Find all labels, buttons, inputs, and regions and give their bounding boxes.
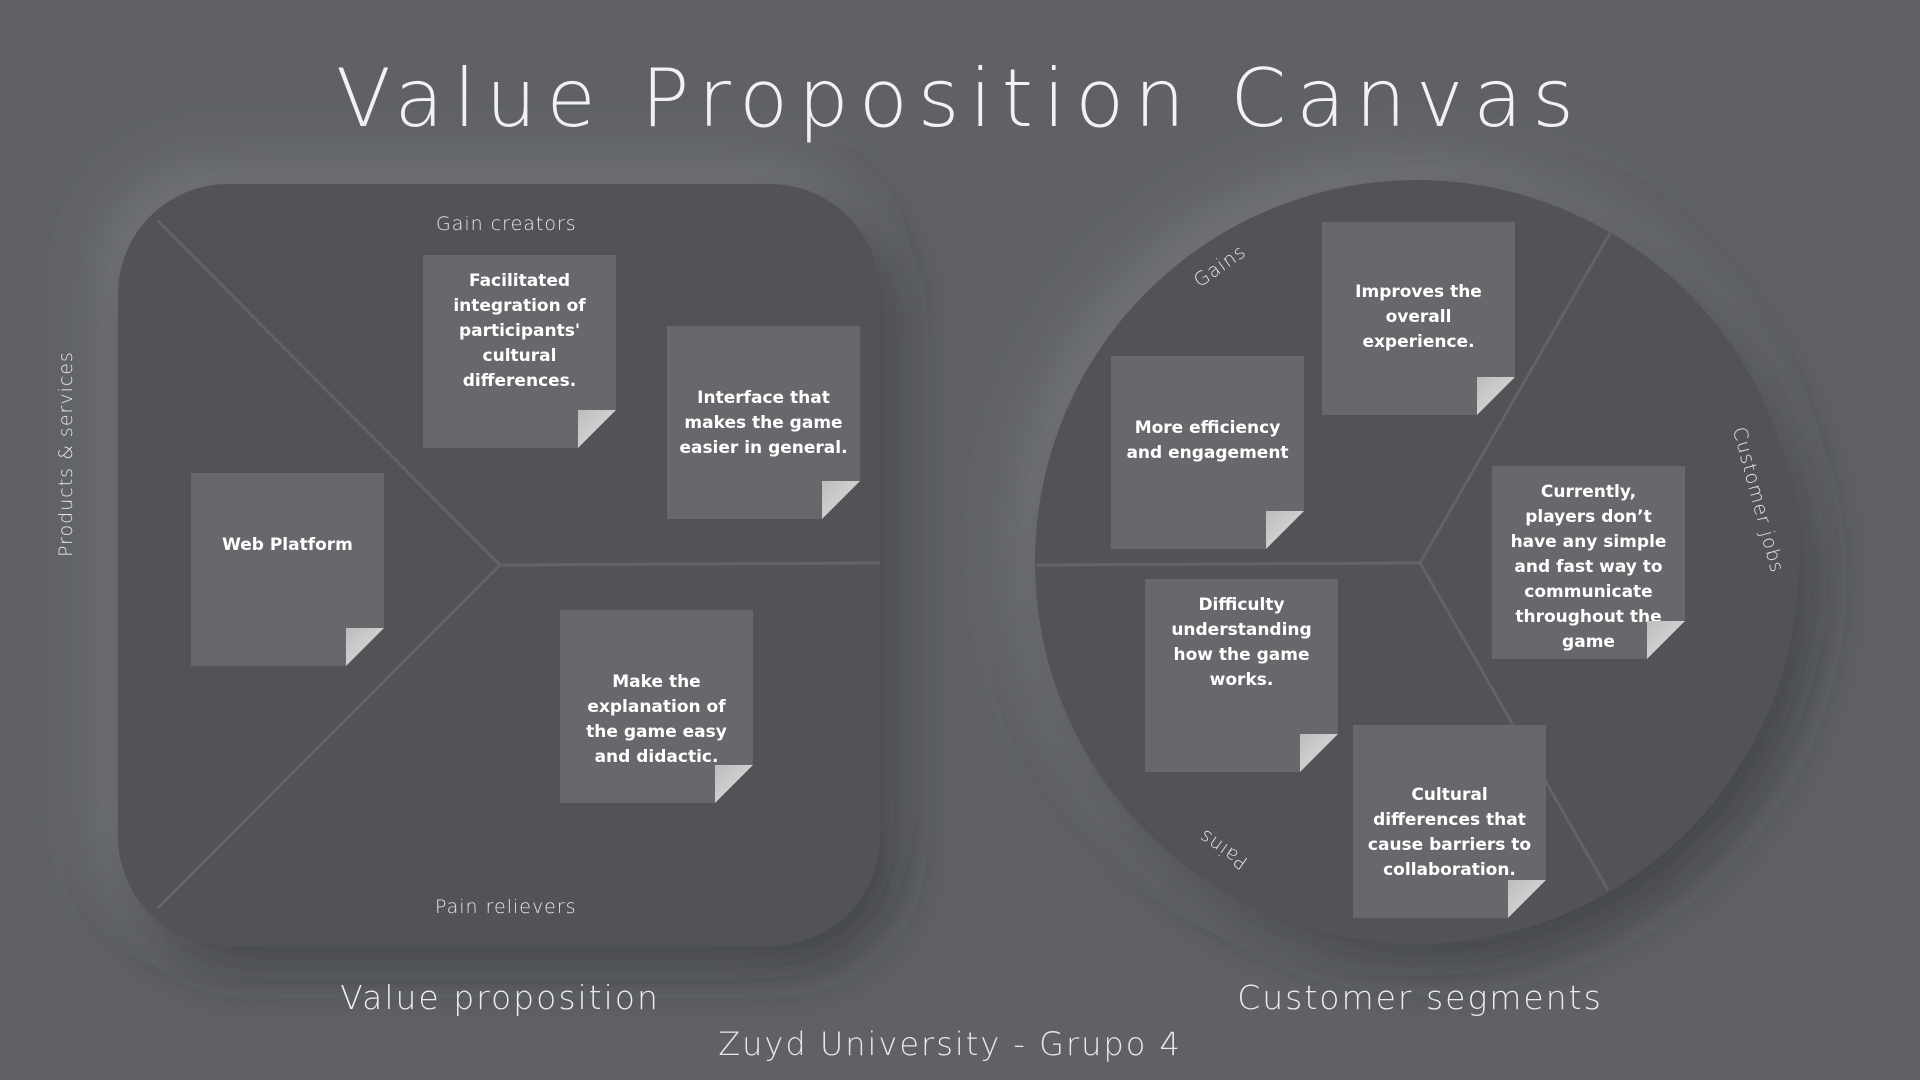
value-proposition-caption: Value proposition xyxy=(340,978,660,1017)
gain-creators-label: Gain creators xyxy=(436,213,577,235)
note-text: Cultural differences that cause barriers… xyxy=(1367,785,1532,880)
note-text: More efficiency and engagement xyxy=(1126,418,1289,463)
footer: Zuyd University - Grupo 4 xyxy=(718,1025,1182,1063)
note-text: Facilitated integration of participants'… xyxy=(453,271,586,391)
sticky-note: Web Platform xyxy=(191,473,384,666)
page-title: Value Proposition Canvas xyxy=(336,52,1584,145)
note-text: Interface that makes the game easier in … xyxy=(679,388,848,458)
note-text: Web Platform xyxy=(222,535,353,555)
note-text: Difficulty understanding how the game wo… xyxy=(1171,595,1312,690)
customer-segments-caption: Customer segments xyxy=(1237,978,1603,1017)
products-services-label: Products & services xyxy=(55,351,78,557)
sticky-note: Difficulty understanding how the game wo… xyxy=(1145,579,1338,772)
note-text: Currently, players don’t have any simple… xyxy=(1510,482,1667,652)
pain-relievers-label: Pain relievers xyxy=(435,896,577,918)
note-text: Make the explanation of the game easy an… xyxy=(586,672,727,767)
note-text: Improves the overall experience. xyxy=(1355,282,1482,352)
sticky-note: Facilitated integration of participants'… xyxy=(423,255,616,448)
value-proposition-dividers xyxy=(155,218,881,910)
